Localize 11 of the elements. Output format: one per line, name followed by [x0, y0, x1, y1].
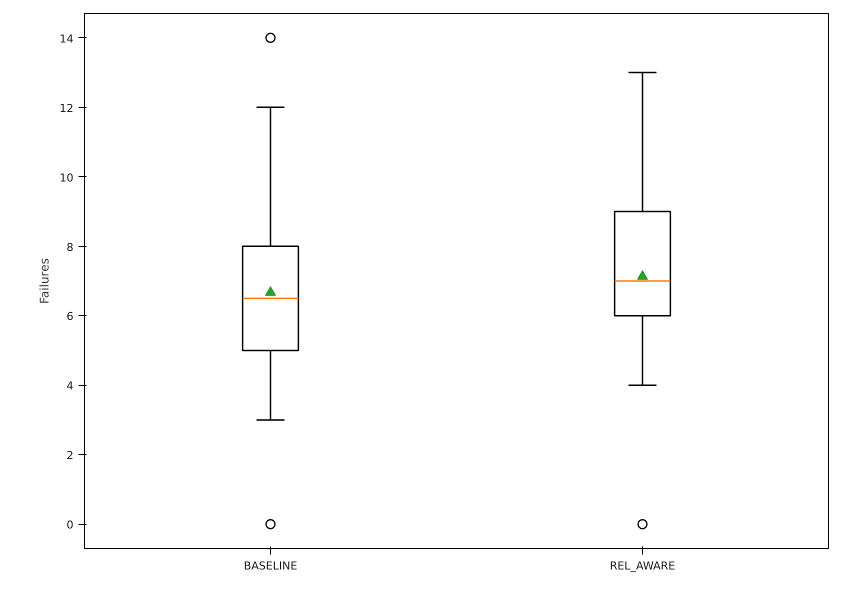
y-tick-label: 0 [66, 518, 74, 532]
y-tick-label: 6 [66, 310, 74, 324]
y-tick-label: 4 [66, 380, 74, 393]
y-tick-label: 14 [60, 32, 74, 46]
x-tick-label: REL_AWARE [610, 560, 676, 572]
y-tick-label: 10 [60, 171, 74, 184]
y-tick-label: 8 [66, 240, 74, 254]
y-tick-label: 2 [66, 449, 74, 462]
y-axis-title: Failures [38, 258, 52, 304]
x-tick-label: BASELINE [244, 560, 298, 572]
y-tick-label: 12 [60, 102, 74, 115]
